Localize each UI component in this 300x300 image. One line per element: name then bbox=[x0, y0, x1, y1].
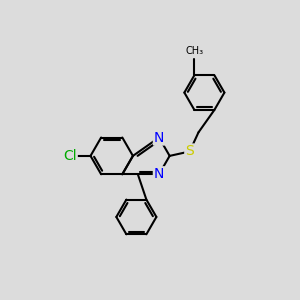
Text: N: N bbox=[154, 167, 164, 181]
Text: N: N bbox=[154, 130, 164, 145]
Text: Cl: Cl bbox=[63, 149, 77, 163]
Text: CH₃: CH₃ bbox=[185, 46, 203, 56]
Text: S: S bbox=[185, 145, 194, 158]
